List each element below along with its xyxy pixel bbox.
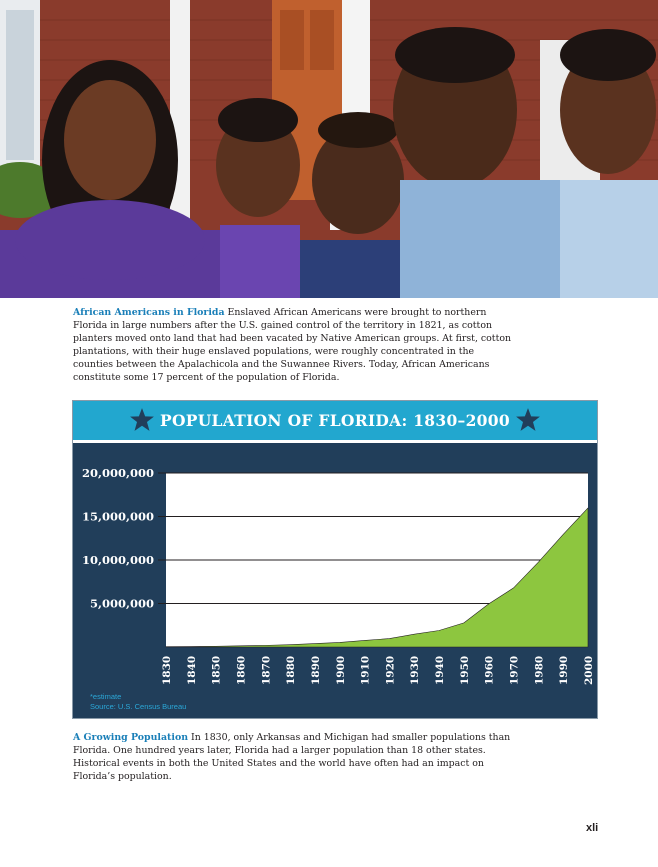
source-note: Source: U.S. Census Bureau	[90, 702, 187, 711]
chart-notes: *estimate Source: U.S. Census Bureau	[90, 692, 186, 712]
x-tick-label: 1990	[558, 656, 570, 685]
x-tick-label: 1900	[335, 656, 347, 685]
caption2-body: In 1830, only Arkansas and Michigan had …	[73, 732, 511, 782]
x-tick-label: 1830	[161, 656, 173, 685]
caption-body: Enslaved African Americans were brought …	[73, 307, 512, 383]
star-icon	[130, 408, 154, 431]
chart-plot: 20,000,00015,000,00010,000,0005,000,000 …	[82, 466, 595, 685]
x-tick-label: 1870	[260, 656, 272, 685]
x-tick-label: 1920	[384, 656, 396, 685]
page-number: xli	[586, 822, 599, 834]
x-tick-label: 1890	[310, 656, 322, 685]
x-tick-label: 1880	[285, 656, 297, 685]
x-tick-label: 1980	[533, 656, 545, 685]
star-icon	[516, 408, 540, 431]
x-tick-label: 1960	[484, 656, 496, 685]
chart-header	[73, 401, 597, 443]
x-tick-label: 2000	[583, 656, 595, 685]
y-tick-label: 5,000,000	[90, 597, 154, 611]
population-area	[165, 507, 589, 648]
x-tick-label: 1940	[434, 656, 446, 685]
caption2-lead: A Growing Population	[73, 732, 189, 743]
y-tick-label: 20,000,000	[82, 466, 154, 480]
x-tick-label: 1950	[459, 656, 471, 685]
y-tick-label: 10,000,000	[82, 553, 154, 567]
x-tick-label: 1840	[186, 656, 198, 685]
family-photo	[0, 0, 658, 298]
caption-african-americans: African Americans in Florida Enslaved Af…	[73, 307, 513, 384]
y-tick-label: 15,000,000	[82, 510, 154, 524]
x-tick-label: 1910	[360, 656, 372, 685]
x-tick-label: 1930	[409, 656, 421, 685]
caption-growing-population: A Growing Population In 1830, only Arkan…	[73, 732, 523, 784]
chart-title: POPULATION OF FLORIDA: 1830–2000	[160, 411, 510, 430]
caption-lead: African Americans in Florida	[73, 307, 225, 318]
x-tick-label: 1970	[509, 656, 521, 685]
estimate-note: *estimate	[90, 692, 122, 701]
x-tick-label: 1860	[235, 656, 247, 685]
x-tick-label: 1850	[211, 656, 223, 685]
population-chart: POPULATION OF FLORIDA: 1830–2000 20,000,…	[72, 400, 598, 719]
